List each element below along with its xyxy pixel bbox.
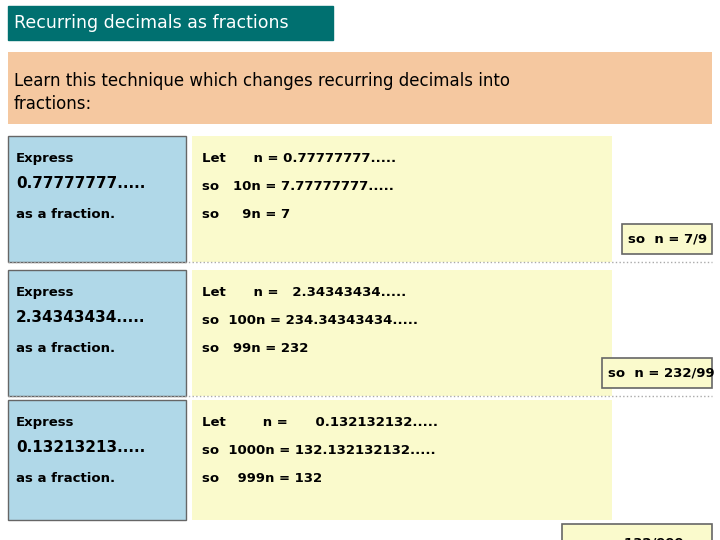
Bar (192, 270, 612, 396)
Bar (8, 52, 712, 124)
Bar (562, 524, 712, 540)
Text: Let      n = 0.77777777.....: Let n = 0.77777777..... (202, 152, 396, 165)
Text: as a fraction.: as a fraction. (16, 472, 115, 485)
Text: 2.34343434.....: 2.34343434..... (16, 310, 145, 325)
Text: Recurring decimals as fractions: Recurring decimals as fractions (14, 14, 289, 32)
Text: so  1000n = 132.132132132.....: so 1000n = 132.132132132..... (202, 444, 436, 457)
Bar (8, 6, 333, 40)
Text: fractions:: fractions: (14, 95, 92, 113)
Text: Let        n =      0.132132132.....: Let n = 0.132132132..... (202, 416, 438, 429)
Text: 0.13213213.....: 0.13213213..... (16, 440, 145, 455)
Text: so   99n = 232: so 99n = 232 (202, 342, 308, 355)
Text: Learn this technique which changes recurring decimals into: Learn this technique which changes recur… (14, 72, 510, 90)
Text: Let      n =   2.34343434.....: Let n = 2.34343434..... (202, 286, 406, 299)
Text: so   10n = 7.77777777.....: so 10n = 7.77777777..... (202, 180, 394, 193)
Text: so  100n = 234.34343434.....: so 100n = 234.34343434..... (202, 314, 418, 327)
Bar (8, 136, 186, 262)
Bar (8, 400, 186, 520)
Text: so  n = 132/999: so n = 132/999 (568, 537, 684, 540)
Bar (8, 270, 186, 396)
Bar (192, 400, 612, 520)
Bar (192, 136, 612, 262)
Text: Express: Express (16, 286, 74, 299)
Text: so  n = 232/99: so n = 232/99 (608, 367, 715, 380)
Text: Express: Express (16, 416, 74, 429)
Text: as a fraction.: as a fraction. (16, 208, 115, 221)
Bar (602, 358, 712, 388)
Text: as a fraction.: as a fraction. (16, 342, 115, 355)
Bar (622, 224, 712, 254)
Text: Express: Express (16, 152, 74, 165)
Text: so     9n = 7: so 9n = 7 (202, 208, 290, 221)
Text: so    999n = 132: so 999n = 132 (202, 472, 322, 485)
Text: 0.77777777.....: 0.77777777..... (16, 176, 145, 191)
Text: so  n = 7/9: so n = 7/9 (628, 233, 707, 246)
